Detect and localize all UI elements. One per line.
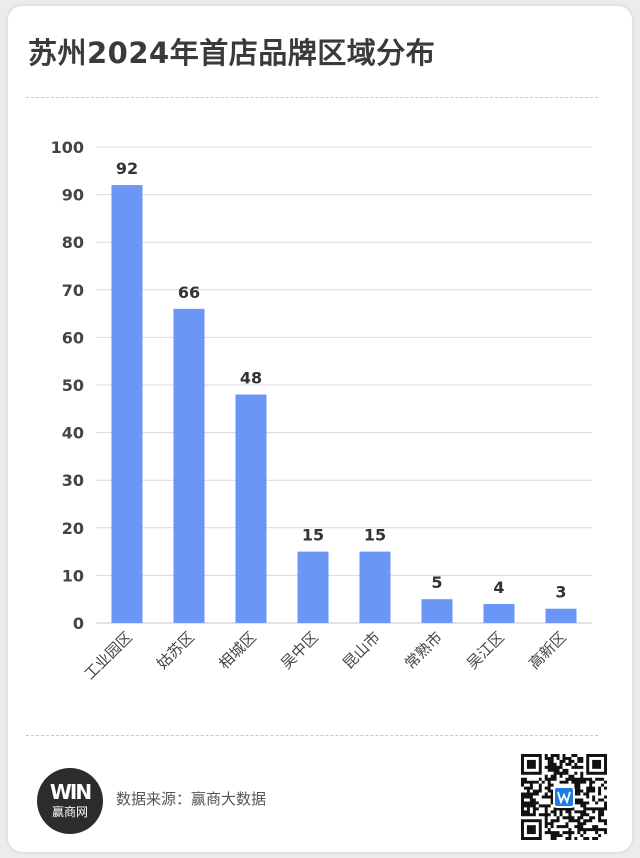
y-tick-label: 30 <box>62 471 84 490</box>
y-tick-label: 40 <box>62 424 84 443</box>
bottom-divider <box>26 735 598 736</box>
bar <box>421 599 453 623</box>
y-tick-label: 100 <box>51 138 84 157</box>
logo-name: 赢商网 <box>51 805 88 819</box>
data-label: 92 <box>116 159 138 178</box>
chart-title: 苏州2024年首店品牌区域分布 <box>28 36 436 70</box>
y-tick-label: 50 <box>62 376 84 395</box>
winshang-logo: WIN 赢商网 <box>37 768 103 834</box>
data-label: 4 <box>493 578 504 597</box>
y-tick-label: 80 <box>62 233 84 252</box>
data-label: 3 <box>555 583 566 602</box>
y-tick-label: 0 <box>73 614 84 633</box>
source-note: 数据来源：赢商大数据 <box>116 790 267 808</box>
category-label: 吴中区 <box>277 628 322 673</box>
logo-mark: WIN <box>49 780 92 804</box>
category-label: 吴江区 <box>463 628 508 673</box>
bar <box>359 551 391 623</box>
data-label: 15 <box>364 526 386 545</box>
data-label: 66 <box>178 283 200 302</box>
y-tick-label: 20 <box>62 519 84 538</box>
qr-code-icon <box>521 754 607 840</box>
data-label: 48 <box>240 369 262 388</box>
category-label: 相城区 <box>215 628 260 673</box>
bar <box>297 551 329 623</box>
bar <box>483 603 515 623</box>
bar <box>173 308 205 623</box>
category-label: 工业园区 <box>81 628 136 683</box>
category-label: 姑苏区 <box>153 628 198 673</box>
bar <box>545 608 577 623</box>
y-tick-label: 10 <box>62 566 84 585</box>
y-tick-label: 70 <box>62 281 84 300</box>
bar <box>235 394 267 623</box>
y-tick-label: 90 <box>62 186 84 205</box>
category-label: 高新区 <box>525 628 570 673</box>
category-label: 常熟市 <box>401 628 446 673</box>
y-tick-label: 60 <box>62 328 84 347</box>
data-label: 5 <box>431 573 442 592</box>
category-label: 昆山市 <box>339 628 384 673</box>
data-label: 15 <box>302 526 324 545</box>
bar <box>111 185 143 623</box>
top-divider <box>26 97 598 98</box>
